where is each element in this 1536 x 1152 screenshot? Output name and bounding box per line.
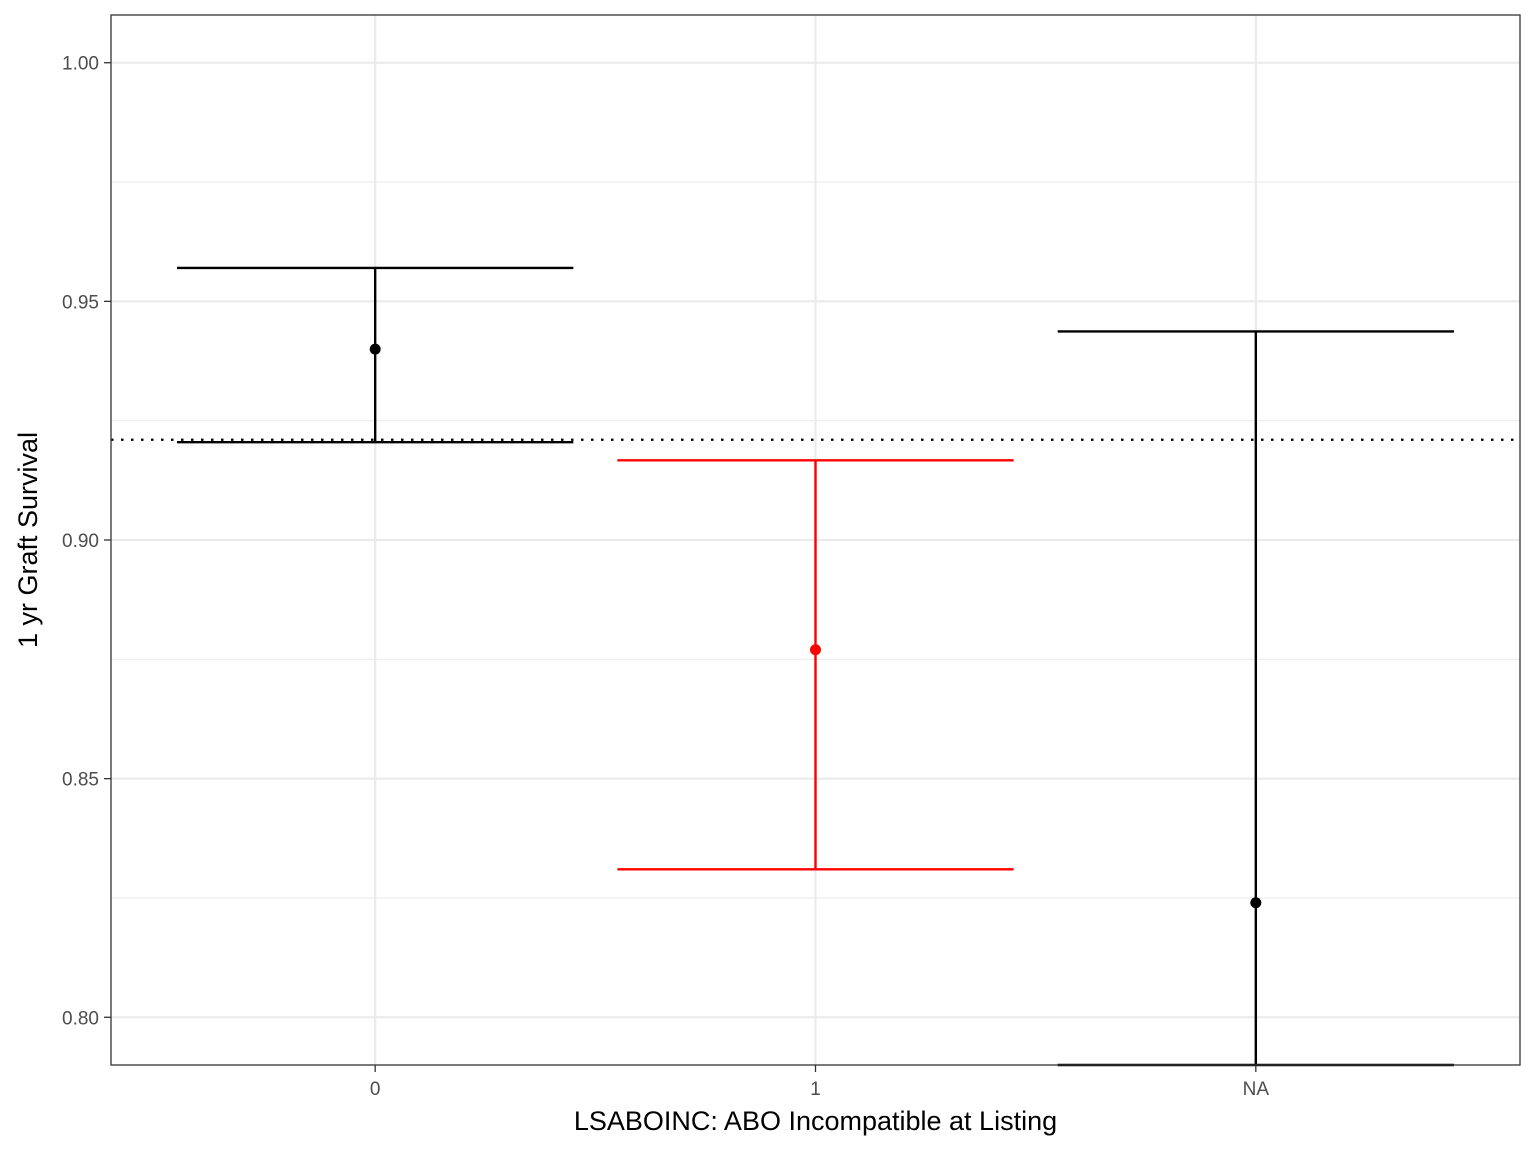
point-estimate bbox=[810, 644, 821, 656]
error-bar-0 bbox=[177, 266, 574, 444]
error-bar-marks bbox=[177, 266, 1454, 1067]
error-bar-1 bbox=[617, 459, 1014, 871]
y-tick-label: 0.85 bbox=[62, 770, 99, 791]
point-estimate bbox=[369, 343, 381, 355]
y-tick-label: 1.00 bbox=[62, 54, 99, 75]
x-tick-label: NA bbox=[1243, 1079, 1270, 1100]
x-tick-label: 1 bbox=[810, 1079, 821, 1100]
x-tick-label: 0 bbox=[370, 1079, 381, 1100]
y-axis-ticks: 0.80 0.85 0.90 0.95 1.00 bbox=[62, 54, 111, 1029]
point-estimate bbox=[1250, 897, 1262, 909]
y-axis-title: 1 yr Graft Survival bbox=[13, 432, 43, 648]
y-tick-label: 0.80 bbox=[62, 1008, 99, 1029]
x-axis-title: LSABOINC: ABO Incompatible at Listing bbox=[574, 1106, 1057, 1136]
x-axis-ticks: 0 1 NA bbox=[370, 1065, 1269, 1100]
y-tick-label: 0.95 bbox=[62, 292, 99, 313]
y-tick-label: 0.90 bbox=[62, 531, 99, 552]
